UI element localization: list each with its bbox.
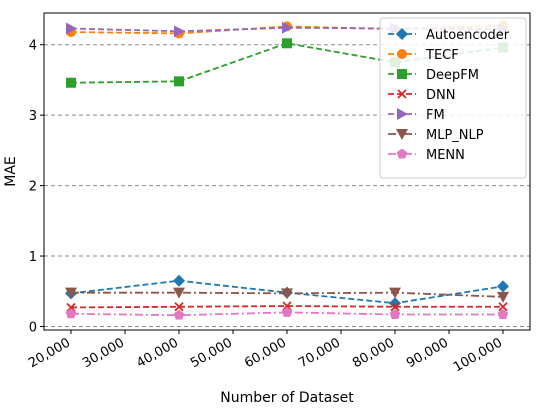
legend-item-menn: MENN	[388, 148, 465, 163]
legend-label: DNN	[426, 88, 455, 103]
data-point-fm	[282, 21, 293, 34]
data-point-menn	[281, 306, 293, 317]
data-point-menn	[389, 309, 401, 319]
data-point-dnn	[390, 302, 400, 312]
legend-label: FM	[426, 108, 445, 123]
legend-marker	[397, 89, 407, 99]
data-point-dnn	[498, 302, 508, 312]
legend-marker	[396, 129, 408, 140]
legend: Autoencoder TECF DeepFM DNN FM MLP_NLP MENN	[379, 17, 527, 179]
data-point-menn	[65, 308, 77, 319]
series-line-deepfm	[70, 42, 504, 84]
legend-label: Autoencoder	[426, 28, 510, 43]
data-point-mlp-nlp	[497, 291, 509, 303]
data-point-menn	[173, 309, 185, 320]
data-point-mlp-nlp	[389, 287, 401, 299]
y-tick-label: 4	[29, 39, 37, 54]
data-point-deepfm	[174, 76, 184, 87]
data-point-dnn	[66, 302, 76, 313]
data-point-mlp-nlp	[65, 287, 77, 299]
legend-label: TECF	[425, 48, 459, 63]
data-point-deepfm	[66, 77, 76, 88]
data-point-autoencoder	[497, 280, 509, 293]
legend-box	[379, 17, 527, 179]
legend-item-fm: FM	[388, 108, 445, 123]
legend-label: MENN	[426, 148, 465, 163]
legend-item-mlp-nlp: MLP_NLP	[388, 128, 484, 143]
y-tick-label: 0	[29, 320, 37, 335]
legend-marker	[397, 108, 408, 120]
y-axis-label: MAE	[3, 156, 19, 187]
y-tick-label: 3	[29, 109, 37, 124]
data-point-mlp-nlp	[173, 287, 185, 299]
data-point-fm	[174, 25, 185, 38]
y-tick-label: 1	[29, 250, 37, 265]
data-point-mlp-nlp	[281, 288, 293, 300]
legend-item-tecf: TECF	[388, 48, 459, 63]
series-menn	[65, 306, 509, 320]
data-point-deepfm	[282, 38, 292, 49]
legend-label: MLP_NLP	[426, 128, 484, 143]
x-axis-label: Number of Dataset	[220, 390, 354, 406]
series-dnn	[66, 301, 508, 313]
legend-marker	[396, 148, 408, 159]
legend-marker	[396, 28, 408, 40]
data-point-dnn	[174, 302, 184, 312]
series-mlp-nlp	[65, 287, 509, 303]
legend-item-deepfm: DeepFM	[388, 68, 479, 83]
y-tick-label: 2	[29, 180, 37, 195]
data-point-dnn	[282, 301, 292, 311]
legend-label: DeepFM	[426, 68, 479, 83]
data-point-menn	[497, 309, 509, 319]
series-line-mlp-nlp	[71, 291, 504, 298]
legend-marker	[397, 69, 407, 79]
data-point-autoencoder	[173, 274, 185, 287]
legend-marker	[397, 49, 407, 59]
data-point-fm	[66, 22, 77, 35]
legend-item-autoencoder: Autoencoder	[388, 28, 510, 43]
legend-item-dnn: DNN	[388, 88, 455, 103]
